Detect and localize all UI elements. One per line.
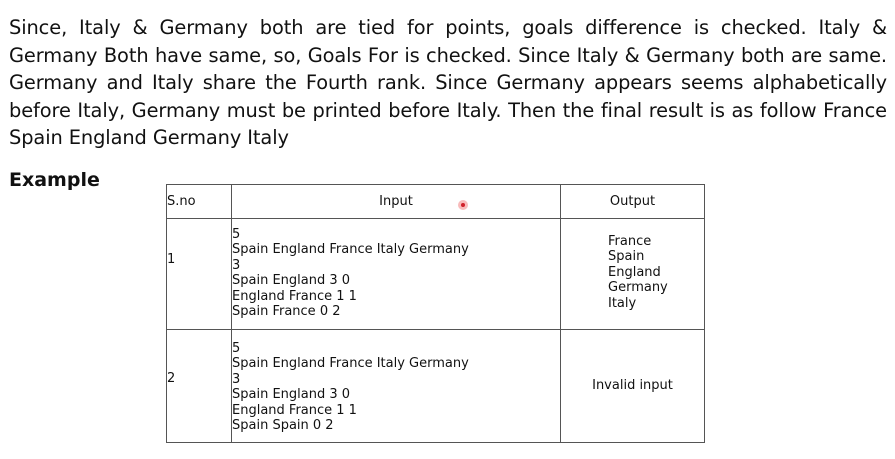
row-1-output-line: England — [608, 264, 661, 280]
example-table: S.no Input Output 1 5 Spain England Fran… — [166, 184, 705, 443]
table-row: 2 5 Spain England France Italy Germany 3… — [166, 329, 705, 443]
row-1-input-line: Spain France 0 2 — [232, 304, 341, 320]
description-paragraph: Since, Italy & Germany both are tied for… — [9, 16, 887, 149]
row-1-output: France Spain England Germany Italy — [560, 218, 705, 330]
table-header-row: S.no Input Output — [166, 184, 705, 219]
row-2-input-line: 5 — [232, 341, 241, 356]
header-output: Output — [560, 184, 705, 219]
row-2-output: Invalid input — [560, 329, 705, 443]
row-2-sno-text: 2 — [167, 371, 176, 386]
row-1-input-line: 5 — [232, 227, 241, 242]
header-input: Input — [231, 184, 561, 219]
row-2-input-line: Spain England 3 0 — [232, 387, 351, 403]
row-1-input-line: 3 — [232, 257, 241, 273]
row-1-sno: 1 — [166, 218, 232, 330]
example-heading: Example — [9, 169, 100, 191]
row-2-input-line: 3 — [232, 371, 241, 387]
row-1-input-line: Spain England France Italy Germany — [232, 242, 469, 258]
row-2-output-line: Invalid input — [592, 378, 673, 394]
row-2-input-line: Spain England France Italy Germany — [232, 356, 469, 372]
row-2-input: 5 Spain England France Italy Germany 3 S… — [231, 329, 561, 443]
mouse-cursor-indicator — [458, 200, 468, 210]
row-1-output-line: Germany — [608, 280, 668, 296]
table-row: 1 5 Spain England France Italy Germany 3… — [166, 218, 705, 330]
row-1-output-line: Italy — [608, 295, 637, 311]
row-2-sno: 2 — [166, 329, 232, 443]
header-sno: S.no — [166, 184, 232, 219]
row-1-input-line: Spain England 3 0 — [232, 273, 351, 289]
row-1-input: 5 Spain England France Italy Germany 3 S… — [231, 218, 561, 330]
row-2-input-line: Spain Spain 0 2 — [232, 418, 334, 434]
row-2-input-line: England France 1 1 — [232, 402, 357, 418]
row-1-output-line: France — [608, 234, 652, 249]
row-1-output-line: Spain — [608, 249, 645, 265]
row-1-sno-text: 1 — [167, 252, 176, 267]
row-1-input-line: England France 1 1 — [232, 288, 357, 304]
